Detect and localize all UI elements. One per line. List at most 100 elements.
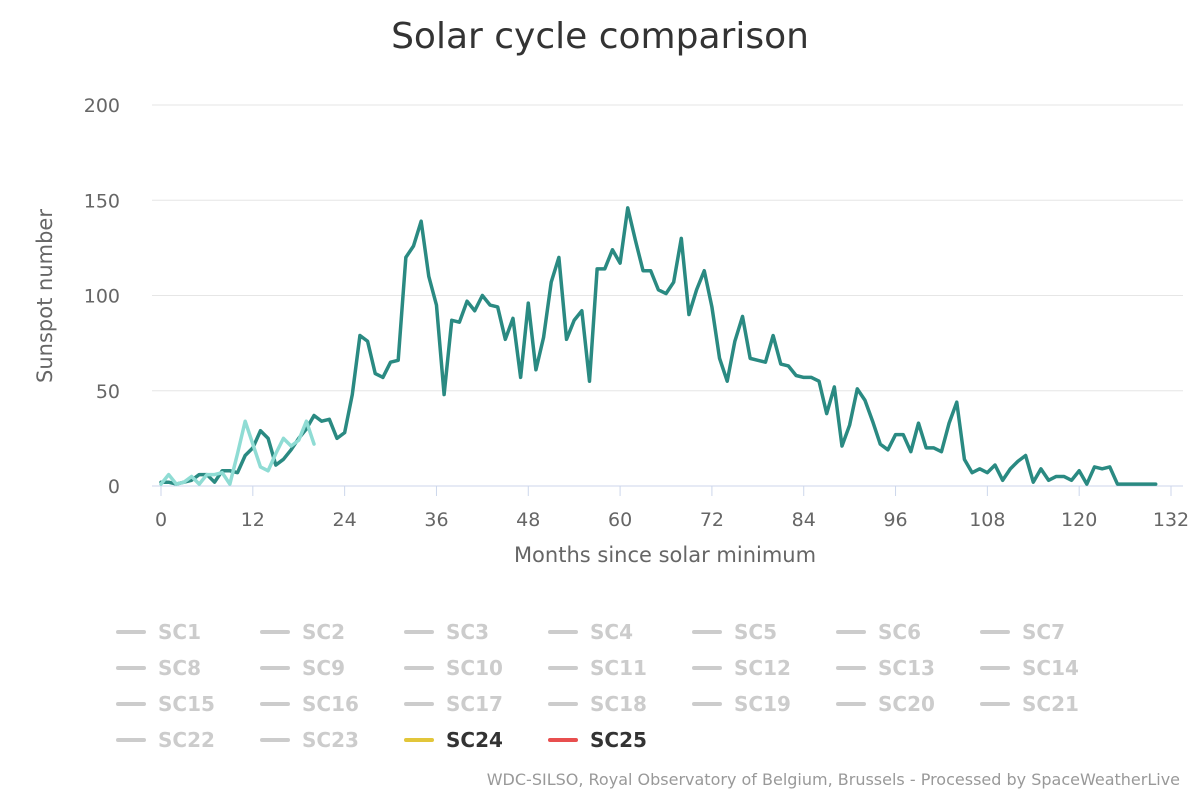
legend-label: SC13 <box>878 656 935 680</box>
legend-label: SC9 <box>302 656 345 680</box>
legend-item-sc24[interactable]: SC24 <box>404 728 503 752</box>
legend-item-sc22[interactable]: SC22 <box>116 728 215 752</box>
legend-item-sc8[interactable]: SC8 <box>116 656 201 680</box>
legend-swatch-icon <box>548 738 578 742</box>
legend-swatch-icon <box>836 666 866 670</box>
x-axis-label: Months since solar minimum <box>514 543 816 567</box>
legend-item-sc18[interactable]: SC18 <box>548 692 647 716</box>
legend-swatch-icon <box>548 666 578 670</box>
legend-item-sc7[interactable]: SC7 <box>980 620 1065 644</box>
legend-label: SC14 <box>1022 656 1079 680</box>
legend-item-sc13[interactable]: SC13 <box>836 656 935 680</box>
legend-label: SC3 <box>446 620 489 644</box>
legend-item-sc1[interactable]: SC1 <box>116 620 201 644</box>
x-tick-label: 60 <box>608 509 632 531</box>
legend-label: SC21 <box>1022 692 1079 716</box>
legend-label: SC10 <box>446 656 503 680</box>
credits[interactable]: WDC-SILSO, Royal Observatory of Belgium,… <box>486 770 1180 789</box>
legend-label: SC16 <box>302 692 359 716</box>
legend-swatch-icon <box>260 738 290 742</box>
legend-label: SC23 <box>302 728 359 752</box>
legend-swatch-icon <box>116 666 146 670</box>
legend-item-sc17[interactable]: SC17 <box>404 692 503 716</box>
y-tick-label: 200 <box>84 95 120 117</box>
chart-title: Solar cycle comparison <box>391 16 809 57</box>
legend-swatch-icon <box>548 630 578 634</box>
legend-label: SC7 <box>1022 620 1065 644</box>
legend-label: SC11 <box>590 656 647 680</box>
legend-swatch-icon <box>980 666 1010 670</box>
legend-label: SC25 <box>590 728 647 752</box>
x-tick-label: 84 <box>792 509 816 531</box>
legend-swatch-icon <box>116 738 146 742</box>
y-tick-label: 50 <box>96 381 120 403</box>
legend-item-sc16[interactable]: SC16 <box>260 692 359 716</box>
legend-swatch-icon <box>260 666 290 670</box>
legend-label: SC1 <box>158 620 201 644</box>
legend-swatch-icon <box>260 630 290 634</box>
x-tick-label: 48 <box>516 509 540 531</box>
legend-swatch-icon <box>404 630 434 634</box>
legend-label: SC17 <box>446 692 503 716</box>
legend-item-sc2[interactable]: SC2 <box>260 620 345 644</box>
legend-swatch-icon <box>404 738 434 742</box>
legend-swatch-icon <box>548 702 578 706</box>
x-tick-label: 0 <box>155 509 167 531</box>
x-tick-label: 96 <box>883 509 907 531</box>
y-axis-ticks: 0 50 100 150 200 <box>84 95 120 498</box>
legend-swatch-icon <box>404 702 434 706</box>
legend-swatch-icon <box>404 666 434 670</box>
legend-item-sc23[interactable]: SC23 <box>260 728 359 752</box>
y-axis-label: Sunspot number <box>33 209 57 383</box>
legend-swatch-icon <box>692 630 722 634</box>
x-tick-label: 108 <box>969 509 1005 531</box>
legend-item-sc14[interactable]: SC14 <box>980 656 1079 680</box>
legend-item-sc25[interactable]: SC25 <box>548 728 647 752</box>
legend-label: SC5 <box>734 620 777 644</box>
legend-item-sc15[interactable]: SC15 <box>116 692 215 716</box>
legend-item-sc19[interactable]: SC19 <box>692 692 791 716</box>
legend-swatch-icon <box>836 630 866 634</box>
legend-swatch-icon <box>116 702 146 706</box>
legend-label: SC22 <box>158 728 215 752</box>
legend-label: SC8 <box>158 656 201 680</box>
legend-swatch-icon <box>260 702 290 706</box>
x-tick-label: 72 <box>700 509 724 531</box>
legend-item-sc11[interactable]: SC11 <box>548 656 647 680</box>
x-tick-label: 36 <box>424 509 448 531</box>
legend-label: SC15 <box>158 692 215 716</box>
legend-item-sc6[interactable]: SC6 <box>836 620 921 644</box>
grid <box>152 104 1183 392</box>
legend-label: SC4 <box>590 620 633 644</box>
legend-item-sc21[interactable]: SC21 <box>980 692 1079 716</box>
legend-swatch-icon <box>116 630 146 634</box>
legend-item-sc5[interactable]: SC5 <box>692 620 777 644</box>
legend-swatch-icon <box>836 702 866 706</box>
series-sc24-line[interactable] <box>159 206 1158 486</box>
series-sc25-line[interactable] <box>159 419 316 486</box>
legend-item-sc10[interactable]: SC10 <box>404 656 503 680</box>
legend-label: SC24 <box>446 728 503 752</box>
y-tick-label: 100 <box>84 286 120 308</box>
legend-item-sc9[interactable]: SC9 <box>260 656 345 680</box>
chart: Solar cycle comparison 0 50 100 150 200 0 12 2… <box>33 16 1189 567</box>
y-tick-label: 150 <box>84 190 120 212</box>
legend-swatch-icon <box>980 702 1010 706</box>
legend-label: SC2 <box>302 620 345 644</box>
x-tick-label: 132 <box>1153 509 1189 531</box>
x-axis-ticks: 0 12 24 36 48 60 72 84 96 108 120 132 <box>155 486 1189 531</box>
legend-item-sc3[interactable]: SC3 <box>404 620 489 644</box>
legend-label: SC18 <box>590 692 647 716</box>
legend-item-sc4[interactable]: SC4 <box>548 620 633 644</box>
legend-label: SC12 <box>734 656 791 680</box>
legend-swatch-icon <box>692 666 722 670</box>
legend-item-sc12[interactable]: SC12 <box>692 656 791 680</box>
y-tick-label: 0 <box>108 476 120 498</box>
legend-label: SC20 <box>878 692 935 716</box>
legend-swatch-icon <box>692 702 722 706</box>
legend-label: SC6 <box>878 620 921 644</box>
legend-item-sc20[interactable]: SC20 <box>836 692 935 716</box>
x-tick-label: 12 <box>241 509 265 531</box>
legend-swatch-icon <box>980 630 1010 634</box>
x-tick-label: 24 <box>333 509 357 531</box>
